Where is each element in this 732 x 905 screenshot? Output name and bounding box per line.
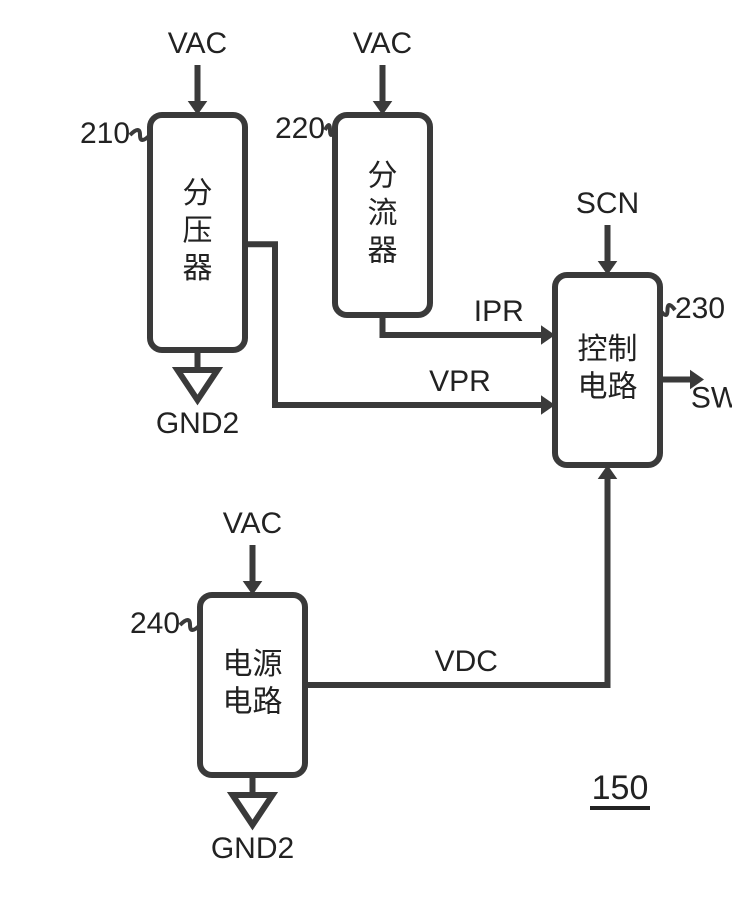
scn-label: SCN [576,187,639,220]
control-ref: 230 [675,292,725,325]
shunt-label: 分 [368,159,398,192]
control-label: 控制 [578,333,638,366]
divider-label: 器 [183,252,213,285]
vac_power-label: VAC [223,507,282,540]
divider-label: 压 [183,214,213,247]
power-label: 电路 [223,686,283,719]
sw-label: SW [691,381,732,414]
control-label: 电路 [578,371,638,404]
figure-number: 150 [592,769,649,807]
vpr-label: VPR [429,365,491,398]
divider-label: 分 [183,177,213,210]
shunt-label: 器 [368,234,398,267]
gnd_divider-label: GND2 [156,407,239,440]
shunt-ref: 220 [275,112,325,145]
shunt-label: 流 [368,197,398,230]
vac_shunt-label: VAC [353,27,412,60]
power-label: 电源 [223,648,283,681]
vdc-label: VDC [435,645,498,678]
power-ref: 240 [130,607,180,640]
ipr-label: IPR [474,295,524,328]
divider-ref: 210 [80,117,130,150]
vac_divider-label: VAC [168,27,227,60]
gnd_power-label: GND2 [211,832,294,865]
